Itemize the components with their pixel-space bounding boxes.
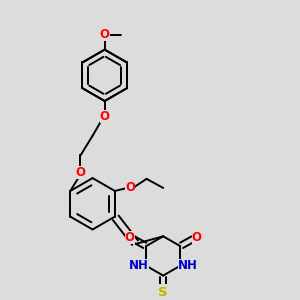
Text: NH: NH (129, 259, 148, 272)
Text: O: O (124, 230, 134, 244)
Text: O: O (100, 28, 110, 41)
Text: O: O (125, 182, 135, 194)
Text: S: S (158, 286, 168, 299)
Text: O: O (76, 166, 85, 178)
Text: O: O (100, 110, 110, 123)
Text: O: O (192, 230, 202, 244)
Text: NH: NH (178, 259, 198, 272)
